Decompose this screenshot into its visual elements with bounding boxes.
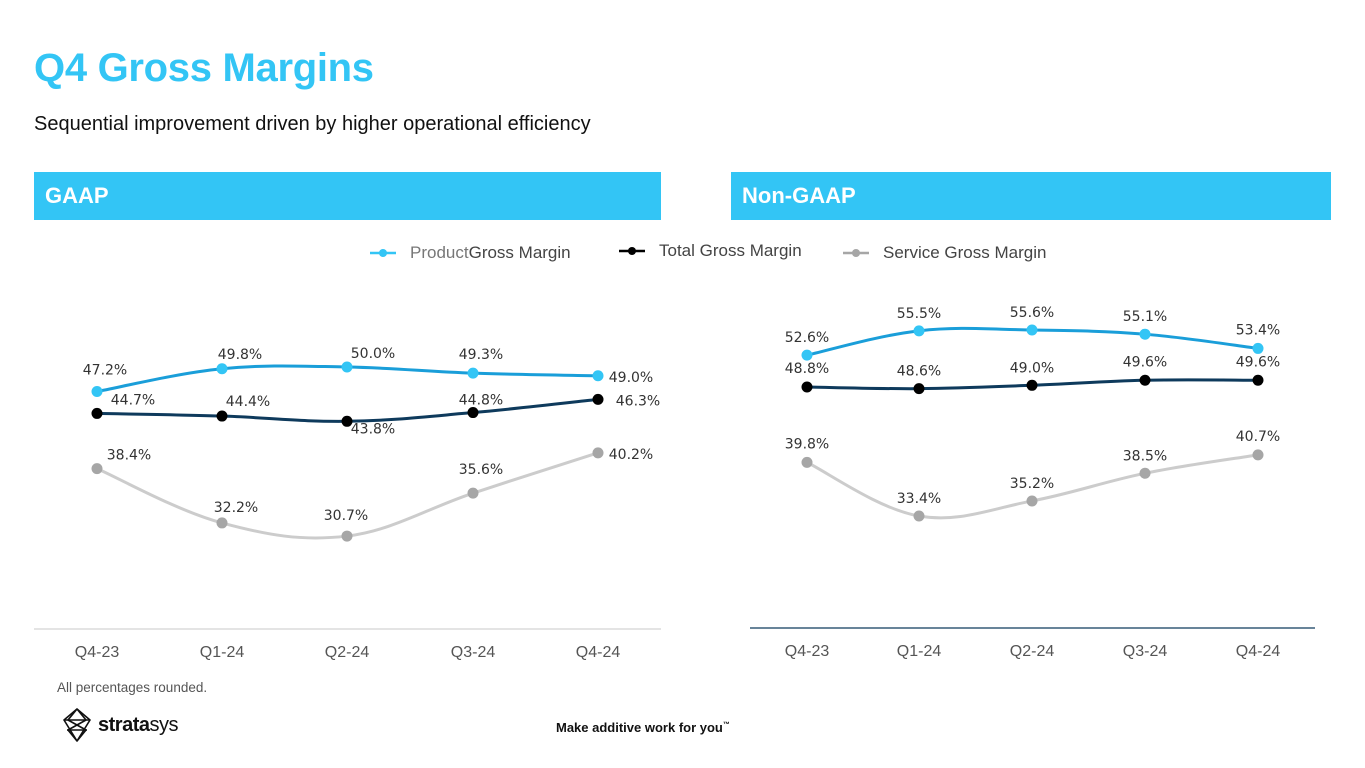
gaap-product-data-label: 49.0% xyxy=(609,370,653,386)
legend-item-total: Total Gross Margin xyxy=(619,238,802,264)
gaap-header-label: GAAP xyxy=(45,183,109,208)
gaap-product-data-label: 49.8% xyxy=(218,347,262,363)
gaap-service-data-label: 30.7% xyxy=(324,508,368,524)
non-gaap-product-data-label: 55.6% xyxy=(1010,305,1054,321)
gaap-chart: Q4-23 Q1-24 Q2-24 Q3-24 Q4-24 47.2% 49.8% 50.0%… xyxy=(34,346,661,661)
gaap-x-tick-label: Q3-24 xyxy=(451,644,496,661)
legend-item-product: Product Gross Margin xyxy=(370,240,571,266)
non-gaap-product-data-label: 52.6% xyxy=(785,330,829,346)
non-gaap-total-data-point xyxy=(913,383,925,395)
gaap-product-data-point xyxy=(467,367,479,379)
non-gaap-total-data-point xyxy=(1139,374,1151,386)
gaap-x-tick-label: Q2-24 xyxy=(325,644,370,661)
non-gaap-header-label: Non-GAAP xyxy=(742,183,856,208)
gaap-x-tick-label: Q4-23 xyxy=(75,644,120,661)
non-gaap-product-data-label: 55.1% xyxy=(1123,309,1167,325)
non-gaap-service-data-point xyxy=(1252,449,1264,461)
gaap-total-data-point xyxy=(592,393,604,405)
non-gaap-total-data-point xyxy=(801,381,813,393)
non-gaap-total-data-label: 49.6% xyxy=(1123,354,1167,370)
logo-text-light: sys xyxy=(149,713,178,736)
gaap-product-data-label: 49.3% xyxy=(459,347,503,363)
non-gaap-total-data-label: 49.0% xyxy=(1010,360,1054,376)
gaap-header-band: GAAP xyxy=(34,172,661,220)
page-subtitle: Sequential improvement driven by higher … xyxy=(34,113,591,135)
gaap-service-data-point xyxy=(341,530,353,542)
non-gaap-product-data-label: 55.5% xyxy=(897,306,941,322)
gaap-total-data-label: 46.3% xyxy=(616,393,660,409)
non-gaap-total-data-label: 48.8% xyxy=(785,361,829,377)
gaap-total-data-label: 43.8% xyxy=(351,421,395,437)
total-line-marker-icon xyxy=(619,247,645,255)
gaap-service-data-point xyxy=(592,447,604,459)
legend-item-service: Service Gross Margin xyxy=(843,240,1046,266)
chart-legend: Product Gross Margin Total Gross Margin … xyxy=(0,240,1365,266)
non-gaap-product-data-point xyxy=(913,325,925,337)
gaap-total-data-label: 44.8% xyxy=(459,393,503,409)
gaap-total-data-point xyxy=(341,415,353,427)
gaap-service-data-label: 32.2% xyxy=(214,500,258,516)
legend-label-service: Service Gross Margin xyxy=(883,243,1047,262)
gaap-service-series-line xyxy=(95,451,600,540)
footnote: All percentages rounded. xyxy=(57,680,208,695)
gaap-x-tick-label: Q1-24 xyxy=(200,644,245,661)
legend-label-product: Gross Margin xyxy=(468,243,571,262)
gaap-x-tick-label: Q4-24 xyxy=(576,644,621,661)
gaap-product-data-point xyxy=(592,370,604,382)
gaap-total-data-label: 44.4% xyxy=(226,394,270,410)
non-gaap-x-tick-label: Q4-24 xyxy=(1236,643,1281,660)
stratasys-logo: stratasys xyxy=(62,708,178,742)
non-gaap-product-data-point xyxy=(1139,328,1151,340)
gaap-service-data-point xyxy=(467,487,479,499)
gaap-product-data-point xyxy=(341,361,353,373)
non-gaap-total-data-point xyxy=(1252,374,1264,386)
non-gaap-total-data-label: 48.6% xyxy=(897,364,941,380)
non-gaap-total-data-point xyxy=(1026,379,1038,391)
non-gaap-service-data-label: 35.2% xyxy=(1010,476,1054,492)
non-gaap-service-data-point xyxy=(913,510,925,522)
gaap-total-data-point xyxy=(91,407,103,419)
non-gaap-service-data-point xyxy=(801,456,813,468)
gaap-product-data-point xyxy=(91,386,103,398)
gaap-product-data-label: 50.0% xyxy=(351,346,395,362)
non-gaap-x-tick-label: Q1-24 xyxy=(897,643,942,660)
gaap-service-data-point xyxy=(91,463,103,475)
non-gaap-service-data-label: 39.8% xyxy=(785,436,829,452)
non-gaap-service-data-label: 38.5% xyxy=(1123,448,1167,464)
non-gaap-product-data-point xyxy=(1252,342,1264,354)
gaap-service-data-label: 40.2% xyxy=(609,447,653,463)
legend-label-total: Total Gross Margin xyxy=(659,241,802,260)
non-gaap-chart: Q4-23 Q1-24 Q2-24 Q3-24 Q4-24 52.6% 55.5% 55.6%… xyxy=(750,305,1315,660)
non-gaap-x-tick-label: Q3-24 xyxy=(1123,643,1168,660)
trademark-mark: ™ xyxy=(722,721,730,729)
non-gaap-product-data-point xyxy=(1026,324,1038,336)
non-gaap-product-data-point xyxy=(801,349,813,361)
product-line-marker-icon xyxy=(370,249,396,257)
service-line-marker-icon xyxy=(843,249,869,257)
gaap-total-data-point xyxy=(216,410,228,422)
logo-text-bold: strata xyxy=(98,713,150,736)
non-gaap-service-data-point xyxy=(1026,495,1038,507)
gaap-service-data-point xyxy=(216,517,228,529)
non-gaap-service-data-label: 40.7% xyxy=(1236,429,1280,445)
non-gaap-total-data-label: 49.6% xyxy=(1236,354,1280,370)
non-gaap-service-data-point xyxy=(1139,467,1151,479)
gaap-service-data-label: 35.6% xyxy=(459,462,503,478)
tagline-text: Make additive work for you xyxy=(556,720,723,735)
non-gaap-header-band: Non-GAAP xyxy=(731,172,1331,220)
gaap-product-data-point xyxy=(216,363,228,375)
non-gaap-x-tick-label: Q2-24 xyxy=(1010,643,1055,660)
legend-label-product-prefix: Product xyxy=(410,243,469,262)
gaap-service-data-label: 38.4% xyxy=(107,448,151,464)
non-gaap-service-data-label: 33.4% xyxy=(897,491,941,507)
gaap-product-data-label: 47.2% xyxy=(83,363,127,379)
non-gaap-product-data-label: 53.4% xyxy=(1236,322,1280,338)
tagline: Make additive work for you™ xyxy=(556,720,730,735)
gaap-total-data-point xyxy=(467,407,479,419)
page-title: Q4 Gross Margins xyxy=(34,46,374,90)
stratasys-logo-icon xyxy=(63,708,91,742)
gaap-total-data-label: 44.7% xyxy=(111,392,155,408)
non-gaap-x-tick-label: Q4-23 xyxy=(785,643,830,660)
